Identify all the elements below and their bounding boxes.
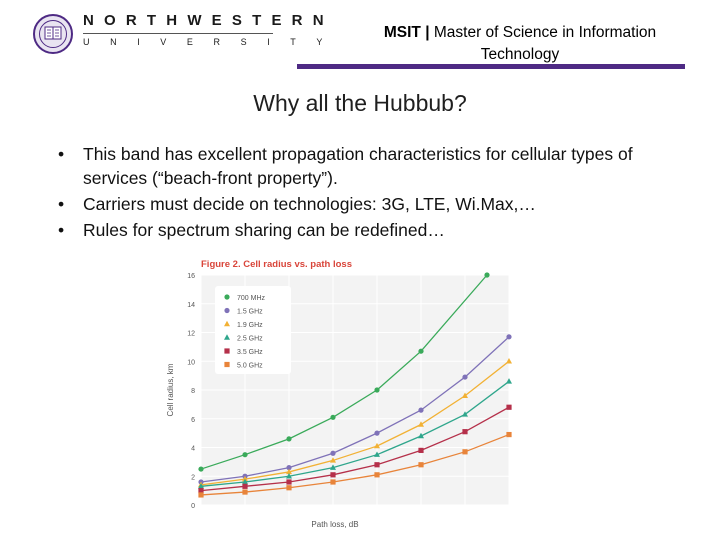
data-point xyxy=(418,462,424,468)
series-line xyxy=(200,360,510,486)
legend-label: 1.5 GHz xyxy=(237,309,263,316)
data-point xyxy=(374,430,380,436)
data-point xyxy=(418,407,424,413)
cell-radius-chart: 0 2 4 6 8 10 12 14 16 Figure 2. Cell radius vs. p… xyxy=(166,259,512,529)
data-point xyxy=(198,488,204,494)
series-line xyxy=(200,433,510,496)
data-point xyxy=(286,485,292,491)
y-tick-label: 10 xyxy=(187,359,195,366)
data-point xyxy=(224,307,230,314)
y-tick-label: 8 xyxy=(191,388,195,395)
data-point xyxy=(462,374,468,380)
y-tick-label: 14 xyxy=(187,302,195,309)
data-point xyxy=(374,472,380,478)
data-point xyxy=(462,449,468,455)
data-point xyxy=(198,483,204,489)
program-abbr: MSIT xyxy=(383,24,421,41)
x-axis-label: Path loss, dB xyxy=(311,520,358,529)
data-point xyxy=(374,387,380,393)
data-point xyxy=(286,468,292,475)
data-point xyxy=(418,432,424,439)
data-point xyxy=(224,334,230,340)
y-tick-label: 12 xyxy=(187,331,195,338)
data-point xyxy=(506,358,512,364)
data-point xyxy=(198,466,204,472)
data-point xyxy=(374,442,380,449)
university-seal-icon xyxy=(33,14,73,54)
y-tick-label: 2 xyxy=(191,474,195,481)
data-point xyxy=(506,404,512,410)
data-point xyxy=(242,489,248,495)
legend-label: 5.0 GHz xyxy=(237,363,263,370)
data-point xyxy=(286,473,292,479)
y-axis-label: Cell radius, km xyxy=(166,363,175,416)
data-point xyxy=(198,492,204,498)
chart-title: Figure 2. Cell radius vs. path loss xyxy=(201,259,352,270)
data-point xyxy=(330,457,336,463)
y-tick-label: 6 xyxy=(191,417,195,424)
data-point xyxy=(418,348,424,354)
slide-title: Why all the Hubbub? xyxy=(253,90,467,116)
legend-label: 1.9 GHz xyxy=(237,322,263,329)
data-point xyxy=(330,450,336,456)
data-point xyxy=(506,431,512,438)
bullet-list: This band has excellent propagation char… xyxy=(56,142,676,244)
header-accent-bar xyxy=(297,64,685,69)
wordmark-northwestern: NORTHWESTERN xyxy=(83,12,334,29)
data-point xyxy=(286,479,292,485)
series-line xyxy=(200,336,510,483)
wordmark-university: UNIVERSITY xyxy=(83,37,344,47)
data-point xyxy=(330,414,336,420)
data-point xyxy=(224,320,230,327)
data-point xyxy=(462,429,468,435)
data-point xyxy=(242,475,248,482)
data-point xyxy=(330,479,336,485)
data-point xyxy=(224,294,230,300)
data-point xyxy=(330,464,336,470)
program-title: MSIT | Master of Science in Information … xyxy=(350,22,690,66)
data-point xyxy=(242,452,248,458)
data-point xyxy=(224,348,230,354)
y-tick-label: 4 xyxy=(191,446,195,453)
program-separator: | xyxy=(425,24,430,41)
series-line xyxy=(200,380,510,487)
data-point xyxy=(462,392,468,398)
bullet-item: Rules for spectrum sharing can be redefi… xyxy=(56,218,676,242)
data-point xyxy=(484,272,490,278)
data-point xyxy=(242,483,248,489)
data-point xyxy=(462,411,468,417)
bullet-item: This band has excellent propagation char… xyxy=(56,142,676,190)
data-point xyxy=(374,451,380,457)
legend-label: 3.5 GHz xyxy=(237,349,263,356)
data-point xyxy=(286,436,292,442)
data-point xyxy=(242,478,248,485)
bullet-item: Carriers must decide on technologies: 3G… xyxy=(56,192,676,216)
data-point xyxy=(506,378,512,384)
legend-label: 2.5 GHz xyxy=(237,336,263,343)
legend-label: 700 MHz xyxy=(237,295,266,302)
data-point xyxy=(506,334,512,340)
series-line xyxy=(200,406,510,492)
y-tick-label: 0 xyxy=(191,503,195,510)
data-point xyxy=(418,421,424,427)
data-point xyxy=(374,462,380,468)
data-point xyxy=(330,472,336,478)
program-name: Master of Science in Information Technol… xyxy=(433,24,657,63)
wordmark-divider xyxy=(83,33,273,34)
data-point xyxy=(224,361,230,368)
y-tick-label: 16 xyxy=(187,273,195,280)
data-point xyxy=(418,447,424,453)
legend-box xyxy=(215,286,291,374)
data-point xyxy=(286,465,292,471)
